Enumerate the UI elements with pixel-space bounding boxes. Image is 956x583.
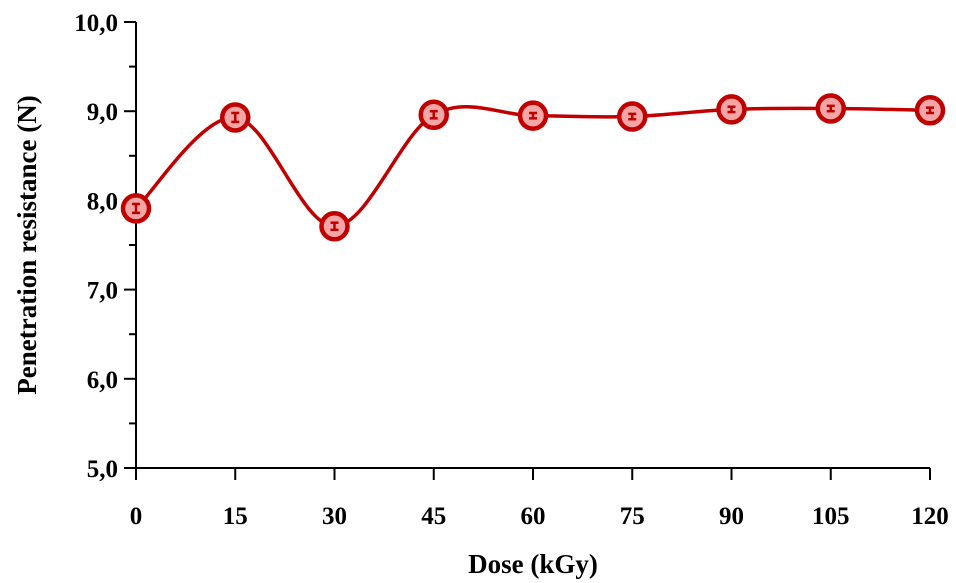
x-tick-label: 105 [812,503,850,530]
y-tick-label: 9,0 [87,99,118,126]
y-ticks: 5,0 6,0 7,0 8,0 9,0 10,0 [74,10,136,483]
data-point [319,211,350,242]
x-tick-label: 120 [911,503,949,530]
data-point [120,193,152,224]
y-tick-label: 6,0 [87,367,118,394]
y-axis-title: Penetration resistance (N) [12,95,42,394]
x-tick-label: 0 [130,503,143,530]
y-tick-label: 8,0 [87,188,118,215]
x-tick-label: 45 [421,503,446,530]
x-tick-label: 60 [521,503,546,530]
data-point [716,94,747,125]
data-point [517,100,549,131]
data-point [914,95,946,126]
series-layer [120,93,946,242]
x-tick-label: 75 [620,503,645,530]
y-tick-label: 7,0 [87,278,118,305]
data-point [220,102,251,133]
y-tick-label: 5,0 [87,456,118,483]
data-point [418,99,449,131]
x-tick-label: 15 [223,503,248,530]
data-point [815,93,846,124]
series-line [134,105,931,229]
axes [135,22,930,469]
x-axis-title: Dose (kGy) [468,549,598,579]
data-point [617,101,648,132]
x-tick-label: 30 [322,503,347,530]
y-tick-label: 10,0 [74,10,118,37]
x-ticks: 0 15 30 45 60 75 90 105 120 [130,468,949,530]
x-tick-label: 90 [719,503,744,530]
